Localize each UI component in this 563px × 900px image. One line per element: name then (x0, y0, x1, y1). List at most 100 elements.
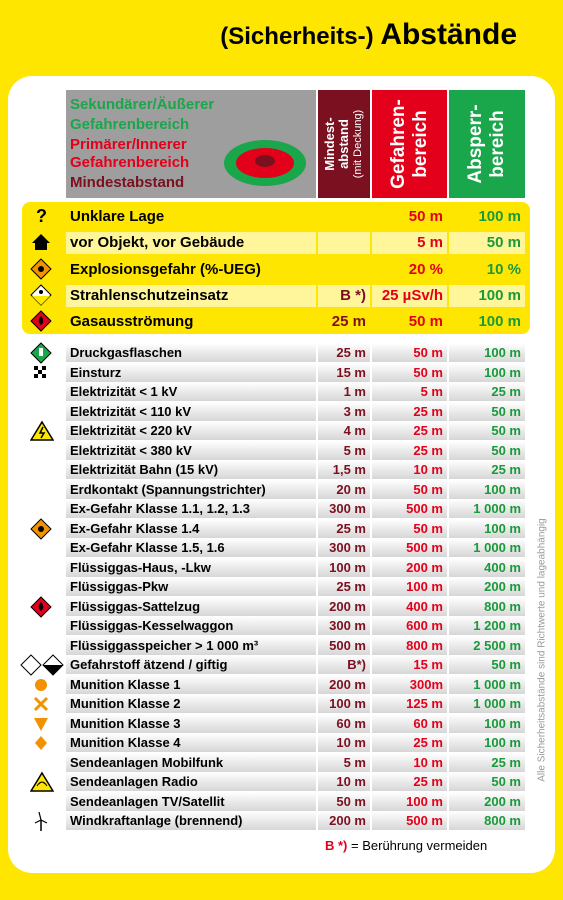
min-distance-cell (318, 206, 370, 228)
table-row: Sendeanlagen Mobilfunk 5 m 10 m 25 m (66, 752, 525, 772)
title-main: Abstände (380, 18, 517, 51)
cordon-zone-cell: 1 000 m (449, 499, 525, 518)
min-distance-cell: 100 m (318, 694, 370, 713)
cordon-zone-cell: 1 000 m (449, 674, 525, 694)
row-label: Sendeanlagen Mobilfunk (66, 752, 316, 772)
row-label: Gefahrstoff ätzend / giftig (66, 655, 316, 674)
collapse-icon (30, 362, 54, 384)
wind-turbine-icon (30, 810, 54, 832)
cordon-zone-cell: 400 m (449, 557, 525, 577)
min-distance-cell: 5 m (318, 440, 370, 460)
table-row: Sendeanlagen TV/Satellit 50 m 100 m 200 m (66, 791, 525, 811)
danger-zone-cell: 15 m (372, 655, 447, 674)
cordon-zone-cell: 2 500 m (449, 635, 525, 655)
row-label: Strahlenschutzeinsatz (66, 285, 316, 307)
min-distance-cell: B *) (318, 285, 370, 307)
table-row: Ex-Gefahr Klasse 1.1, 1.2, 1.3 300 m 500 m… (66, 499, 525, 518)
table-row: Windkraftanlage (brennend) 200 m 500 m 800 … (66, 811, 525, 830)
cordon-zone-cell: 100 m (449, 311, 525, 333)
row-label: Elektrizität < 110 kV (66, 401, 316, 421)
triangle-icon (30, 713, 54, 735)
row-label: Druckgasflaschen (66, 343, 316, 362)
row-label: Flüssiggas-Sattelzug (66, 596, 316, 616)
cordon-zone-cell: 100 m (449, 733, 525, 752)
row-label: Elektrizität < 220 kV (66, 421, 316, 440)
danger-zone-cell: 200 m (372, 557, 447, 577)
question-icon: ? (30, 205, 54, 227)
column-label: Absperr- bereich (465, 104, 508, 184)
radiation-icon (30, 284, 54, 306)
min-distance-cell: 300 m (318, 538, 370, 557)
min-distance-cell: 10 m (318, 772, 370, 791)
cordon-zone-cell: 50 m (449, 421, 525, 440)
table-row: Flüssiggas-Haus, -Lkw 100 m 200 m 400 m (66, 557, 525, 577)
table-row: Druckgasflaschen 25 m 50 m 100 m (66, 343, 525, 362)
danger-zone-cell: 25 µSv/h (372, 285, 447, 307)
min-distance-cell: 25 m (318, 518, 370, 538)
house-icon (30, 231, 54, 253)
min-distance-cell: 500 m (318, 635, 370, 655)
gas-cylinder-icon (30, 342, 54, 364)
row-label: Windkraftanlage (brennend) (66, 811, 316, 830)
min-distance-cell: 100 m (318, 557, 370, 577)
footnote-text: = Berührung vermeiden (351, 838, 488, 853)
danger-zone-cell: 5 m (372, 232, 447, 254)
row-label: Munition Klasse 3 (66, 713, 316, 733)
min-distance-cell: 4 m (318, 421, 370, 440)
min-distance-cell: 3 m (318, 401, 370, 421)
table-row: Einsturz 15 m 50 m 100 m (66, 362, 525, 382)
radio-wave-icon (29, 771, 55, 793)
min-distance-cell: 25 m (318, 577, 370, 596)
toxic-corrosive-icon (20, 654, 68, 676)
cordon-zone-cell: 10 % (449, 259, 525, 281)
min-distance-cell: 25 m (318, 343, 370, 362)
row-label: Ex-Gefahr Klasse 1.5, 1.6 (66, 538, 316, 557)
min-distance-cell: 20 m (318, 479, 370, 499)
explosive-icon (30, 258, 54, 280)
danger-zone-cell: 10 m (372, 460, 447, 479)
danger-zone-cell: 25 m (372, 401, 447, 421)
danger-zone-cell: 20 % (372, 259, 447, 281)
row-label: Flüssiggas-Pkw (66, 577, 316, 596)
cordon-zone-cell: 100 m (449, 285, 525, 307)
row-label: Flüssiggas-Kesselwaggon (66, 616, 316, 635)
danger-zone-cell: 25 m (372, 421, 447, 440)
danger-zone-cell: 100 m (372, 577, 447, 596)
circle-icon (30, 674, 54, 696)
footnote-mark: B *) (325, 838, 348, 853)
danger-zone-cell: 50 m (372, 518, 447, 538)
min-distance-cell: 50 m (318, 791, 370, 811)
cordon-zone-cell: 200 m (449, 577, 525, 596)
table-row: Ex-Gefahr Klasse 1.4 25 m 50 m 100 m (66, 518, 525, 538)
page-title: (Sicherheits-) Abstände (220, 18, 517, 52)
row-label: Ex-Gefahr Klasse 1.4 (66, 518, 316, 538)
danger-zone-cell: 50 m (372, 343, 447, 362)
danger-zone-cell: 25 m (372, 733, 447, 752)
table-row: vor Objekt, vor Gebäude 5 m 50 m (66, 232, 525, 254)
table-row: Elektrizität < 220 kV 4 m 25 m 50 m (66, 421, 525, 440)
danger-zone-cell: 800 m (372, 635, 447, 655)
min-distance-cell: 300 m (318, 499, 370, 518)
min-distance-cell: 25 m (318, 311, 370, 333)
title-prefix: (Sicherheits-) (220, 23, 374, 50)
diamond-icon (30, 732, 54, 754)
row-label: Flüssiggasspeicher > 1 000 m³ (66, 635, 316, 655)
min-distance-cell: 300 m (318, 616, 370, 635)
explosive-icon (30, 517, 54, 540)
danger-zone-cell: 50 m (372, 479, 447, 499)
cordon-zone-cell: 100 m (449, 518, 525, 538)
cordon-zone-cell: 50 m (449, 401, 525, 421)
legend-line: Gefahrenbereich (70, 154, 190, 171)
danger-zone-cell: 500 m (372, 811, 447, 830)
table-row: Munition Klasse 1 200 m 300m 1 000 m (66, 674, 525, 694)
danger-zone-cell: 50 m (372, 206, 447, 228)
cordon-zone-cell: 100 m (449, 343, 525, 362)
min-distance-cell (318, 232, 370, 254)
column-label: Gefahren- bereich (387, 99, 431, 189)
table-row: Sendeanlagen Radio 10 m 25 m 50 m (66, 772, 525, 791)
row-label: Munition Klasse 1 (66, 674, 316, 694)
row-label: Explosionsgefahr (%-UEG) (66, 259, 316, 281)
